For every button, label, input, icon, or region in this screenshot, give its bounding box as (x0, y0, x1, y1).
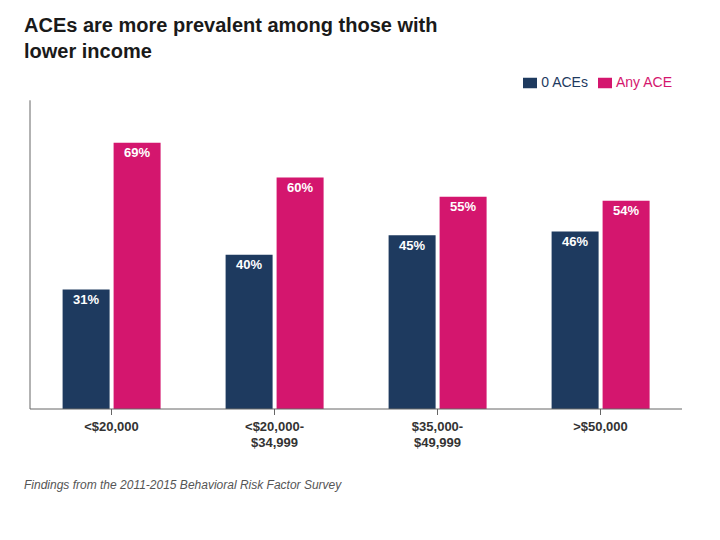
svg-text:45%: 45% (399, 238, 425, 253)
svg-text:60%: 60% (287, 180, 313, 195)
svg-text:>$50,000: >$50,000 (573, 419, 628, 434)
svg-text:55%: 55% (450, 199, 476, 214)
svg-text:<$20,000-$34,999: <$20,000-$34,999 (245, 419, 304, 450)
html-text:lower income: lower income (24, 40, 152, 62)
svg-text:$35,000-$49,999: $35,000-$49,999 (412, 419, 463, 450)
svg-text:40%: 40% (236, 257, 262, 272)
svg-text:46%: 46% (562, 234, 588, 249)
html-text:0 ACEs: 0 ACEs (541, 74, 588, 90)
svg-text:31%: 31% (73, 292, 99, 307)
svg-text:54%: 54% (613, 203, 639, 218)
html-text:ACEs are more prevalent among: ACEs are more prevalent among those with (24, 14, 438, 36)
svg-text:69%: 69% (124, 145, 150, 160)
html-text:Any ACE: Any ACE (616, 74, 672, 90)
html-text:Findings from the 2011-2015 Be: Findings from the 2011-2015 Behavioral R… (24, 478, 342, 492)
svg-text:<$20,000: <$20,000 (84, 419, 139, 434)
